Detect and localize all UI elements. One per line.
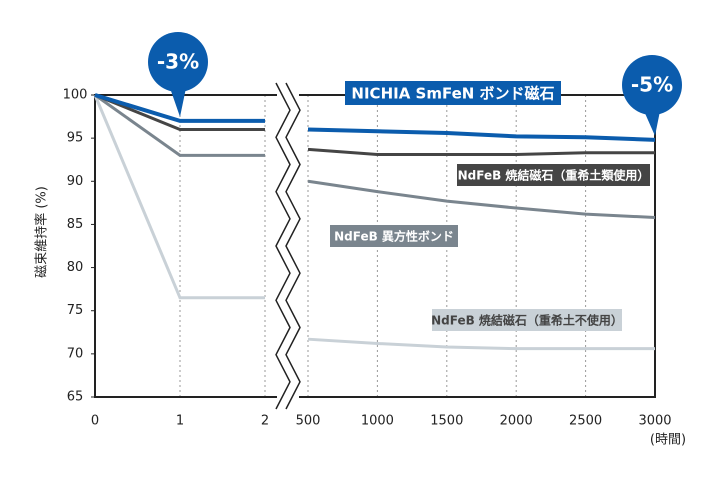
x-tick-label: 1 bbox=[176, 414, 184, 429]
series-label: NdFeB 焼結磁石（重希土類使用） bbox=[458, 168, 650, 183]
callout-bubble bbox=[622, 55, 682, 115]
callout-pointer bbox=[170, 88, 186, 117]
series-line bbox=[307, 179, 656, 220]
x-tick-label: 1000 bbox=[361, 414, 394, 429]
series-label-box bbox=[457, 164, 650, 186]
x-tick-label: 500 bbox=[296, 414, 321, 429]
y-tick-label: 75 bbox=[67, 303, 84, 318]
series-line bbox=[94, 93, 265, 132]
x-tick-label: 0 bbox=[91, 414, 99, 429]
series-label-box bbox=[345, 81, 561, 105]
series-label-box bbox=[330, 225, 458, 247]
series-line bbox=[94, 93, 265, 123]
series-line bbox=[307, 127, 656, 142]
y-tick-label: 100 bbox=[63, 88, 88, 103]
series-label-box bbox=[432, 309, 622, 331]
y-axis-label: 磁束維持率 (%) bbox=[34, 186, 50, 278]
series-line bbox=[93, 94, 265, 300]
callout-text: -3% bbox=[157, 50, 199, 74]
y-tick-label: 85 bbox=[67, 217, 84, 232]
y-tick-label: 90 bbox=[67, 174, 84, 189]
callout-pointer bbox=[644, 111, 660, 136]
callout-bubble bbox=[148, 32, 208, 92]
series-label: NdFeB 焼結磁石（重希土不使用） bbox=[431, 313, 623, 328]
series-label: NdFeB 異方性ボンド bbox=[334, 229, 454, 244]
y-tick-label: 95 bbox=[67, 131, 84, 146]
x-tick-label: 2000 bbox=[500, 414, 533, 429]
callout-text: -5% bbox=[631, 73, 673, 97]
series-line bbox=[94, 93, 265, 157]
y-tick-label: 80 bbox=[67, 260, 84, 275]
x-tick-label: 2500 bbox=[569, 414, 602, 429]
x-tick-label: 1500 bbox=[430, 414, 463, 429]
axis-break-line bbox=[275, 82, 291, 410]
y-tick-label: 70 bbox=[67, 346, 84, 361]
x-tick-label: 3000 bbox=[638, 414, 671, 429]
x-axis-label: (時間) bbox=[650, 433, 686, 448]
y-tick-label: 65 bbox=[67, 390, 84, 405]
x-tick-label: 2 bbox=[261, 414, 269, 429]
series-label: NICHIA SmFeN ボンド磁石 bbox=[351, 85, 554, 103]
series-line bbox=[307, 147, 655, 157]
axis-break bbox=[278, 80, 298, 412]
axis-break-line bbox=[285, 82, 301, 410]
series-line bbox=[307, 337, 655, 351]
